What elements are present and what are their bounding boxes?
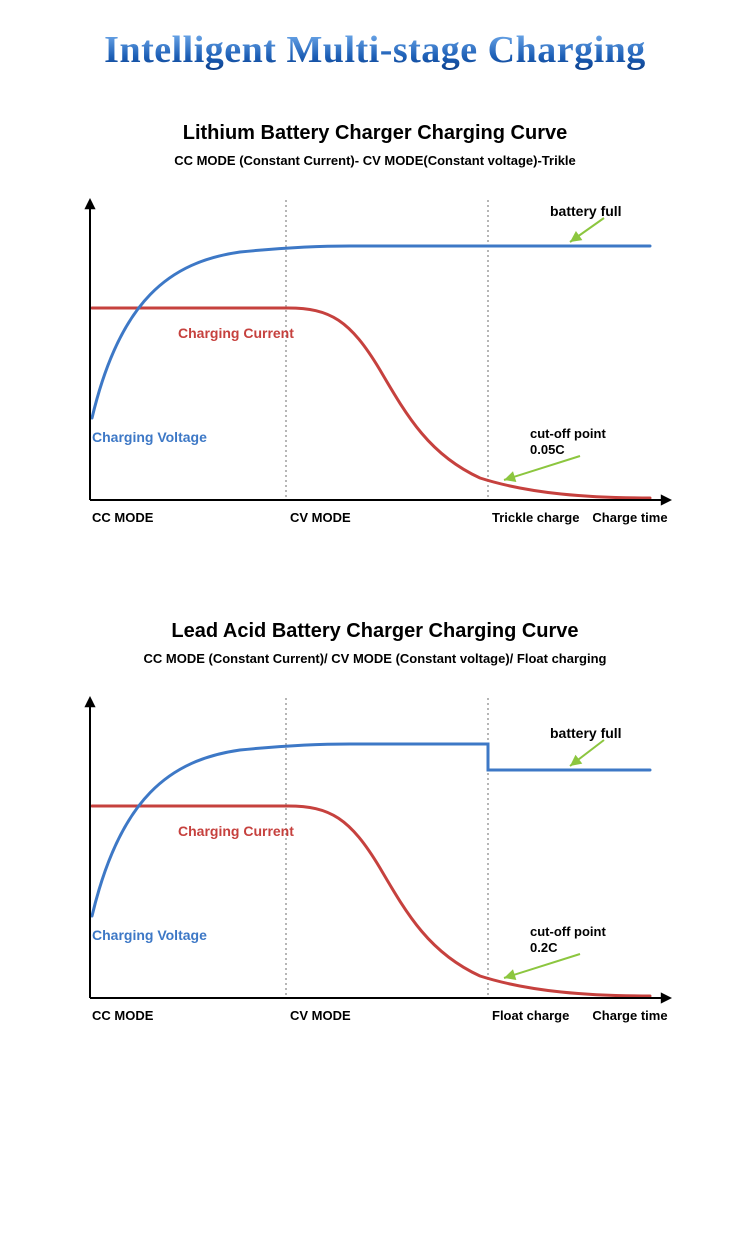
voltage-label: Charging Voltage: [92, 927, 207, 943]
chart-subtitle: CC MODE (Constant Current)- CV MODE(Cons…: [30, 153, 720, 168]
current-label: Charging Current: [178, 325, 294, 341]
chart-svg: Charging Voltage Charging Current battery …: [30, 678, 710, 1058]
current-label: Charging Current: [178, 823, 294, 839]
voltage-label: Charging Voltage: [92, 429, 207, 445]
chart-title: Lithium Battery Charger Charging Curve: [30, 122, 720, 145]
voltage-curve: [92, 246, 650, 418]
callout-label: cut-off point: [530, 426, 606, 441]
chart-subtitle: CC MODE (Constant Current)/ CV MODE (Con…: [30, 651, 720, 666]
phase-label: CV MODE: [290, 1008, 351, 1023]
phase-label: CC MODE: [92, 1008, 154, 1023]
x-axis-label: Charge time: [592, 510, 667, 525]
callout-arrow: [504, 954, 580, 978]
chart-block: Lead Acid Battery Charger Charging Curve…: [30, 620, 720, 1058]
callout-label: 0.05C: [530, 442, 565, 457]
phase-label: CV MODE: [290, 510, 351, 525]
charts-container: Lithium Battery Charger Charging Curve CC…: [0, 122, 750, 1058]
chart-block: Lithium Battery Charger Charging Curve CC…: [30, 122, 720, 560]
callout-label: 0.2C: [530, 940, 558, 955]
x-axis-label: Charge time: [592, 1008, 667, 1023]
phase-label: Trickle charge: [492, 510, 579, 525]
phase-label: CC MODE: [92, 510, 154, 525]
voltage-curve: [92, 744, 650, 916]
current-curve: [92, 308, 650, 498]
page-title: Intelligent Multi-stage Charging: [20, 28, 730, 72]
phase-label: Float charge: [492, 1008, 569, 1023]
callout-arrow: [504, 456, 580, 480]
page: Intelligent Multi-stage Charging Lithium…: [0, 0, 750, 1158]
chart-title: Lead Acid Battery Charger Charging Curve: [30, 620, 720, 643]
callout-label: battery full: [550, 203, 622, 219]
callout-label: cut-off point: [530, 924, 606, 939]
current-curve: [92, 806, 650, 996]
callout-label: battery full: [550, 725, 622, 741]
chart-svg: Charging Voltage Charging Current battery …: [30, 180, 710, 560]
